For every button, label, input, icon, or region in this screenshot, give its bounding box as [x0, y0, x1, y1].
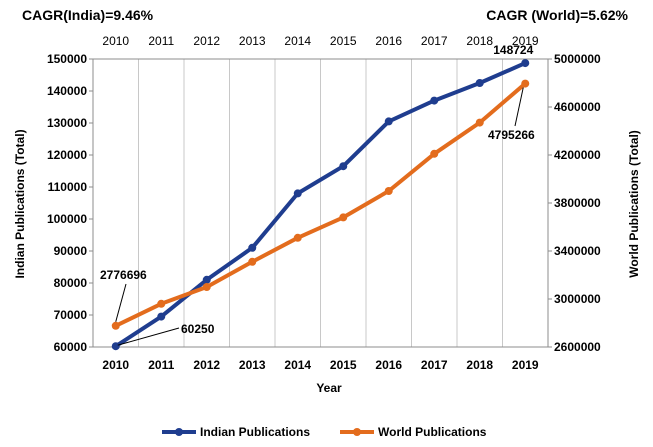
x-top-tick-label: 2017	[421, 34, 448, 48]
leader-india-first	[117, 327, 180, 346]
x-tick-label: 2019	[512, 358, 539, 372]
series-point-0	[157, 312, 166, 321]
x-top-tick-label: 2010	[102, 34, 129, 48]
x-top-tick-label: 2013	[239, 34, 266, 48]
right-y-axis-title: World Publications (Total)	[627, 130, 641, 278]
annotation-leader-lines	[115, 87, 524, 346]
cagr-world-label: CAGR (World)=5.62%	[486, 7, 628, 23]
x-tick-label: 2010	[102, 358, 129, 372]
series-point-0	[339, 162, 348, 171]
left-y-axis-title: Indian Publications (Total)	[13, 129, 27, 278]
series-point-1	[475, 118, 484, 127]
right-tick-label: 3800000	[554, 196, 601, 210]
left-tick-label: 120000	[47, 148, 87, 162]
legend-marker-indian	[175, 428, 183, 436]
right-tick-label: 4600000	[554, 100, 601, 114]
legend-marker-world	[353, 428, 361, 436]
x-top-tick-label: 2016	[375, 34, 402, 48]
right-tick-label: 3400000	[554, 244, 601, 258]
series-point-0	[293, 189, 302, 198]
series-point-1	[293, 233, 302, 242]
series-point-0	[248, 243, 257, 252]
right-tick-label: 3000000	[554, 292, 601, 306]
series-point-1	[157, 299, 166, 308]
series-point-0	[475, 79, 484, 87]
leader-world-first	[115, 283, 127, 322]
left-y-axis-ticks: 60000 70000 80000 90000 100000 110000 120000 13…	[47, 52, 93, 354]
series-point-1	[111, 321, 120, 330]
series-point-1	[521, 79, 530, 88]
left-tick-label: 90000	[54, 244, 88, 258]
x-tick-label: 2011	[148, 358, 174, 372]
annotation-world-first: 2776696	[100, 268, 147, 282]
right-tick-label: 4200000	[554, 148, 601, 162]
left-tick-label: 140000	[47, 84, 87, 98]
x-top-tick-label: 2012	[193, 34, 220, 48]
series-line-0	[114, 61, 527, 348]
cagr-india-label: CAGR(India)=9.46%	[22, 7, 154, 23]
vertical-gridlines	[138, 59, 503, 347]
series-point-1	[430, 149, 439, 158]
series-line-1	[114, 82, 527, 328]
series-point-0	[111, 342, 120, 351]
x-tick-label: 2016	[375, 358, 402, 372]
x-tick-label: 2015	[330, 358, 357, 372]
series-point-1	[339, 213, 348, 222]
right-tick-label: 2600000	[554, 340, 601, 354]
x-top-tick-label: 2018	[466, 34, 493, 48]
annotation-india-first: 60250	[181, 322, 215, 336]
x-tick-label: 2017	[421, 358, 448, 372]
series-lines	[111, 59, 530, 351]
series-point-0	[384, 117, 393, 126]
series-point-1	[384, 187, 393, 195]
right-tick-label: 5000000	[554, 52, 601, 66]
legend-label-world: World Publications	[378, 425, 487, 439]
x-tick-label: 2012	[193, 358, 220, 372]
legend: Indian Publications World Publications	[162, 425, 487, 439]
legend-label-indian: Indian Publications	[200, 425, 310, 439]
x-tick-label: 2013	[239, 358, 266, 372]
x-tick-label: 2018	[466, 358, 493, 372]
series-point-0	[521, 59, 530, 68]
left-tick-label: 70000	[54, 308, 88, 322]
x-top-tick-label: 2011	[148, 34, 174, 48]
bottom-x-axis-ticks: 2010 2011 2012 2013 2014 2015 2016 2017 2018 2019	[102, 358, 539, 372]
right-y-axis-ticks: 2600000 3000000 3400000 3800000 4200000 46000…	[548, 52, 601, 354]
annotation-world-last: 4795266	[488, 128, 535, 142]
left-tick-label: 60000	[54, 340, 88, 354]
left-tick-label: 110000	[48, 180, 88, 194]
series-point-0	[202, 275, 211, 284]
series-point-1	[248, 257, 257, 266]
x-axis-title: Year	[316, 381, 342, 395]
x-tick-label: 2014	[284, 358, 311, 372]
x-top-tick-label: 2014	[284, 34, 311, 48]
x-top-tick-label: 2019	[512, 34, 539, 48]
series-point-1	[202, 283, 211, 291]
top-x-axis-ticks: 2010 2011 2012 2013 2014 2015 2016 2017 2018 2019	[102, 34, 539, 48]
left-tick-label: 150000	[47, 52, 87, 66]
left-tick-label: 80000	[54, 276, 88, 290]
leader-world-last	[514, 87, 524, 127]
series-point-0	[430, 96, 439, 105]
left-tick-label: 100000	[47, 212, 87, 226]
annotation-india-last: 148724	[493, 43, 533, 57]
x-top-tick-label: 2015	[330, 34, 357, 48]
left-tick-label: 130000	[47, 116, 87, 130]
